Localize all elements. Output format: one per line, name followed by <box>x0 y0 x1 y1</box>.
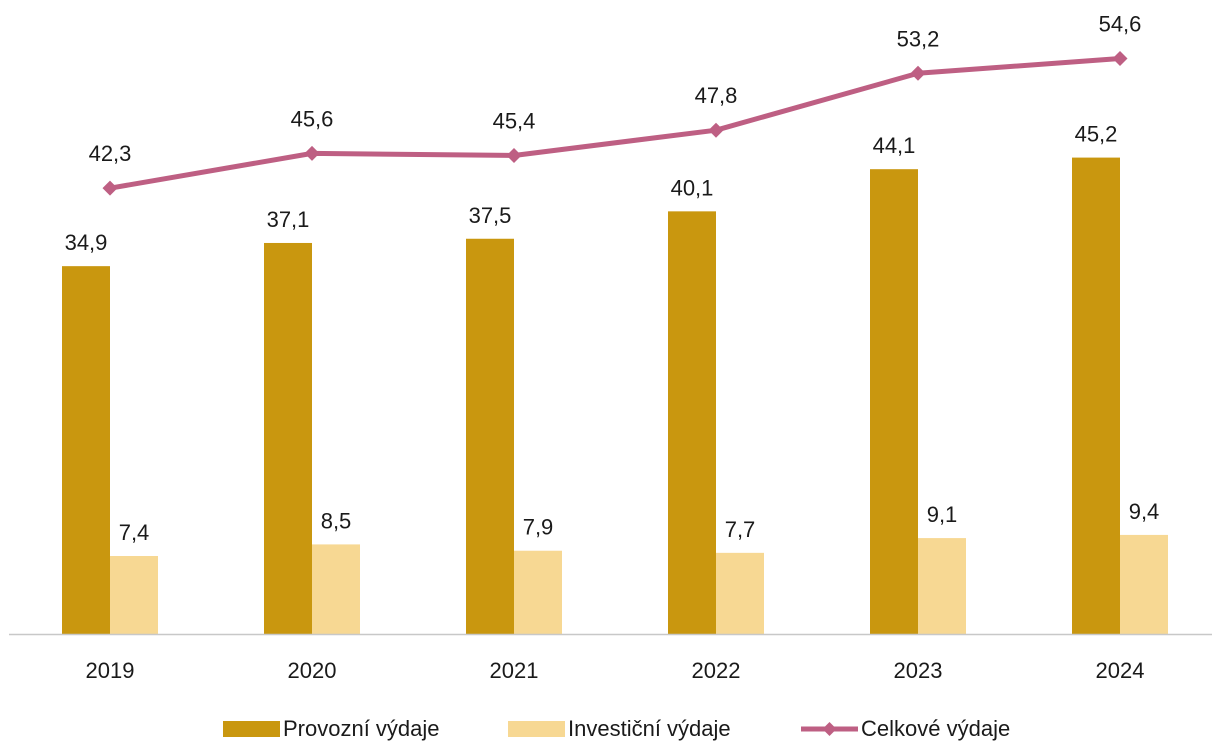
legend-item-celkove: Celkové výdaje <box>801 712 1010 745</box>
data-label-investicni-2021: 7,9 <box>523 515 554 540</box>
bar-investicni-2019 <box>110 556 158 634</box>
legend: Provozní výdaje Investiční výdaje Celkov… <box>0 712 1212 745</box>
legend-label-celkove: Celkové výdaje <box>861 715 1011 741</box>
x-tick-2023: 2023 <box>894 658 943 683</box>
data-label-provozni-2022: 40,1 <box>671 175 714 200</box>
data-label-investicni-2022: 7,7 <box>725 517 756 542</box>
marker-celkove-2020 <box>304 145 320 161</box>
x-tick-2024: 2024 <box>1096 658 1145 683</box>
data-label-investicni-2020: 8,5 <box>321 508 352 533</box>
data-label-investicni-2024: 9,4 <box>1129 499 1160 524</box>
marker-celkove-2022 <box>708 122 724 138</box>
bar-investicni-2021 <box>514 550 562 634</box>
bar-provozni-2019 <box>62 266 110 634</box>
legend-swatch-investicni <box>508 720 565 737</box>
legend-label-provozni: Provozní výdaje <box>283 715 440 741</box>
data-label-provozni-2020: 37,1 <box>267 207 310 232</box>
legend-item-provozni: Provozní výdaje <box>223 712 440 745</box>
bar-investicni-2023 <box>918 538 966 634</box>
legend-swatch-provozni <box>223 720 280 737</box>
marker-celkove-2023 <box>910 65 926 81</box>
marker-celkove-2019 <box>102 180 118 196</box>
bar-provozni-2020 <box>264 242 312 634</box>
marker-celkove-2021 <box>506 147 522 163</box>
bar-provozni-2024 <box>1072 157 1120 635</box>
line-celkove <box>109 56 1121 191</box>
chart-plot: 34,9 7,4 37,1 8,5 37,5 7,9 40,1 7,7 44,1 9,1 45,2 9… <box>9 12 1212 683</box>
legend-label-investicni: Investiční výdaje <box>568 715 731 741</box>
bar-provozni-2023 <box>870 169 918 634</box>
data-label-celkove-2024: 54,6 <box>1099 12 1142 37</box>
legend-swatch-celkove <box>801 719 858 739</box>
data-label-investicni-2019: 7,4 <box>119 520 150 545</box>
bar-investicni-2024 <box>1120 534 1168 634</box>
data-label-investicni-2023: 9,1 <box>927 502 958 527</box>
data-label-celkove-2022: 47,8 <box>695 83 738 108</box>
data-label-celkove-2019: 42,3 <box>89 141 132 166</box>
x-tick-2020: 2020 <box>288 658 337 683</box>
data-label-celkove-2023: 53,2 <box>897 26 940 51</box>
data-label-provozni-2023: 44,1 <box>873 133 916 158</box>
data-label-celkove-2020: 45,6 <box>291 106 334 131</box>
bar-investicni-2022 <box>716 552 764 634</box>
data-label-celkove-2021: 45,4 <box>493 108 536 133</box>
x-tick-2022: 2022 <box>692 658 741 683</box>
data-label-provozni-2019: 34,9 <box>65 230 108 255</box>
legend-item-investicni: Investiční výdaje <box>508 712 731 745</box>
bar-investicni-2020 <box>312 544 360 634</box>
data-label-provozni-2021: 37,5 <box>469 203 512 228</box>
bar-provozni-2022 <box>668 211 716 634</box>
x-tick-2021: 2021 <box>490 658 539 683</box>
data-label-provozni-2024: 45,2 <box>1075 122 1118 147</box>
marker-celkove-2024 <box>1112 51 1128 67</box>
bar-provozni-2021 <box>466 238 514 634</box>
x-tick-2019: 2019 <box>86 658 135 683</box>
